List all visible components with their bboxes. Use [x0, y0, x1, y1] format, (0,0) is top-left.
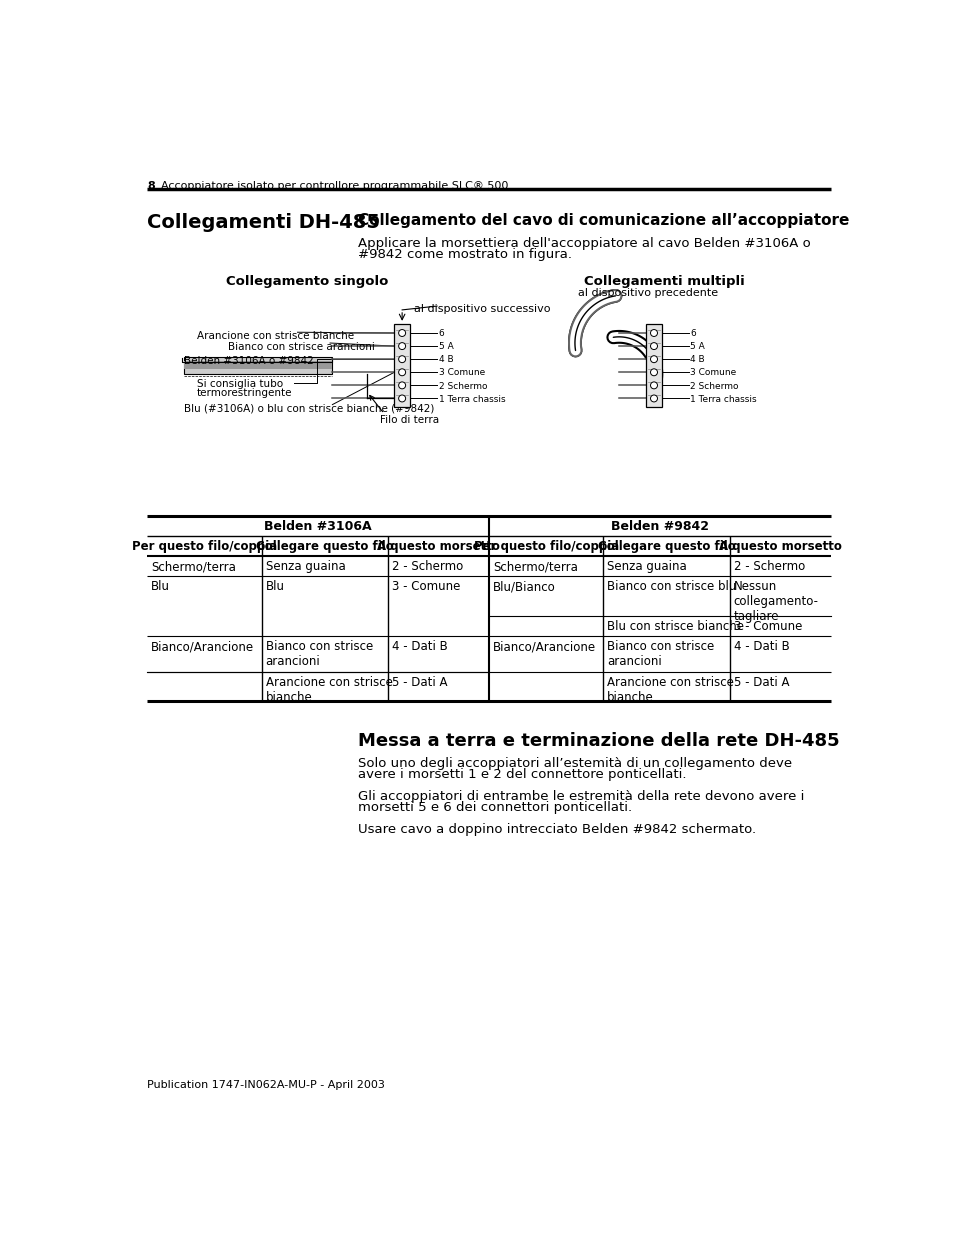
Text: Gli accoppiatori di entrambe le estremità della rete devono avere i: Gli accoppiatori di entrambe le estremit… [357, 789, 803, 803]
Text: 3 - Comune: 3 - Comune [392, 580, 460, 593]
Text: Messa a terra e terminazione della rete DH-485: Messa a terra e terminazione della rete … [357, 732, 839, 750]
Text: Arancione con strisce
bianche: Arancione con strisce bianche [607, 676, 734, 704]
Text: A questo morsetto: A questo morsetto [719, 540, 841, 553]
Text: 2 - Schermo: 2 - Schermo [392, 561, 463, 573]
Text: 2 Schermo: 2 Schermo [438, 382, 487, 390]
Text: Senza guaina: Senza guaina [607, 561, 686, 573]
Text: 6: 6 [438, 330, 444, 338]
Circle shape [650, 342, 657, 350]
Text: 4 - Dati B: 4 - Dati B [392, 640, 447, 653]
Circle shape [398, 356, 405, 363]
Text: Schermo/terra: Schermo/terra [151, 561, 235, 573]
Bar [394, 324, 410, 406]
Text: Bianco/Arancione: Bianco/Arancione [493, 640, 596, 653]
Text: Collegamenti multipli: Collegamenti multipli [583, 275, 744, 288]
Text: Blu: Blu [151, 580, 170, 593]
Text: Bianco con strisce blu: Bianco con strisce blu [607, 580, 736, 593]
Text: #9842 come mostrato in figura.: #9842 come mostrato in figura. [357, 248, 572, 262]
Text: Per questo filo/coppia: Per questo filo/coppia [473, 540, 618, 553]
Text: Blu/Bianco: Blu/Bianco [493, 580, 555, 593]
Circle shape [398, 330, 405, 336]
Text: al dispositivo precedente: al dispositivo precedente [578, 288, 718, 299]
Text: al dispositivo successivo: al dispositivo successivo [414, 304, 550, 314]
Text: 5 - Dati A: 5 - Dati A [392, 676, 447, 689]
Text: morsetti 5 e 6 dei connettori ponticellati.: morsetti 5 e 6 dei connettori ponticella… [357, 802, 632, 814]
Text: Solo uno degli accoppiatori all’estemità di un collegamento deve: Solo uno degli accoppiatori all’estemità… [357, 757, 791, 769]
Text: Blu (#3106A) o blu con strisce bianche (#9842): Blu (#3106A) o blu con strisce bianche (… [183, 404, 434, 414]
Text: Collegamento del cavo di comunicazione all’accoppiatore: Collegamento del cavo di comunicazione a… [357, 212, 848, 228]
Text: 5 - Dati A: 5 - Dati A [733, 676, 788, 689]
Text: 3 - Comune: 3 - Comune [733, 620, 801, 634]
Text: Arancione con strisce bianche: Arancione con strisce bianche [196, 331, 354, 341]
Circle shape [398, 342, 405, 350]
Circle shape [650, 356, 657, 363]
Text: 5 A: 5 A [438, 342, 453, 351]
Circle shape [650, 369, 657, 375]
Text: 6: 6 [690, 330, 696, 338]
Text: Arancione con strisce
bianche: Arancione con strisce bianche [265, 676, 392, 704]
Text: Collegamento singolo: Collegamento singolo [226, 275, 388, 288]
Text: Schermo/terra: Schermo/terra [493, 561, 578, 573]
Text: termorestringente: termorestringente [196, 389, 292, 399]
Text: Blu con strisce bianche: Blu con strisce bianche [607, 620, 743, 634]
Text: 3 Comune: 3 Comune [438, 368, 484, 378]
Circle shape [398, 395, 405, 401]
Text: Bianco con strisce
arancioni: Bianco con strisce arancioni [265, 640, 373, 668]
Text: Bianco/Arancione: Bianco/Arancione [151, 640, 253, 653]
Text: 5 A: 5 A [690, 342, 704, 351]
Text: avere i morsetti 1 e 2 del connettore ponticellati.: avere i morsetti 1 e 2 del connettore po… [357, 768, 686, 781]
Text: 2 - Schermo: 2 - Schermo [733, 561, 804, 573]
Text: Bianco con strisce
arancioni: Bianco con strisce arancioni [607, 640, 714, 668]
Text: Belden #3106A: Belden #3106A [264, 520, 372, 532]
Text: 4 - Dati B: 4 - Dati B [733, 640, 789, 653]
Text: Blu: Blu [265, 580, 284, 593]
Circle shape [650, 395, 657, 401]
Bar [183, 362, 332, 369]
Circle shape [398, 369, 405, 375]
Bar [645, 324, 661, 406]
Text: 1 Terra chassis: 1 Terra chassis [690, 395, 757, 404]
Text: Belden #9842: Belden #9842 [610, 520, 708, 532]
Circle shape [650, 382, 657, 389]
Bar [183, 357, 332, 374]
Text: Bianco con strisce arancioni: Bianco con strisce arancioni [228, 342, 375, 352]
Text: 1 Terra chassis: 1 Terra chassis [438, 395, 505, 404]
Text: Collegamenti DH-485: Collegamenti DH-485 [147, 212, 379, 232]
Text: Collegare questo filo: Collegare questo filo [255, 540, 394, 553]
Text: A questo morsetto: A questo morsetto [376, 540, 499, 553]
Text: Senza guaina: Senza guaina [265, 561, 345, 573]
Text: Nessun
collegamento-
tagliare: Nessun collegamento- tagliare [733, 580, 818, 624]
Text: 4 B: 4 B [438, 356, 453, 364]
Text: Collegare questo filo: Collegare questo filo [598, 540, 735, 553]
Circle shape [650, 330, 657, 336]
Text: 4 B: 4 B [690, 356, 704, 364]
Circle shape [398, 382, 405, 389]
Text: Per questo filo/coppia: Per questo filo/coppia [132, 540, 276, 553]
Text: Accoppiatore isolato per controllore programmabile SLC® 500: Accoppiatore isolato per controllore pro… [161, 182, 508, 191]
Text: Filo di terra: Filo di terra [380, 415, 439, 425]
Text: 3 Comune: 3 Comune [690, 368, 736, 378]
Text: Belden #3106A o #9842: Belden #3106A o #9842 [183, 356, 313, 366]
Text: Applicare la morsettiera dell'accoppiatore al cavo Belden #3106A o: Applicare la morsettiera dell'accoppiato… [357, 237, 810, 249]
Text: Si consiglia tubo: Si consiglia tubo [196, 379, 283, 389]
Text: 8: 8 [147, 182, 154, 191]
Text: 2 Schermo: 2 Schermo [690, 382, 739, 390]
Text: Usare cavo a doppino intrecciato Belden #9842 schermato.: Usare cavo a doppino intrecciato Belden … [357, 823, 756, 836]
Text: Publication 1747-IN062A-MU-P - April 2003: Publication 1747-IN062A-MU-P - April 200… [147, 1079, 385, 1091]
